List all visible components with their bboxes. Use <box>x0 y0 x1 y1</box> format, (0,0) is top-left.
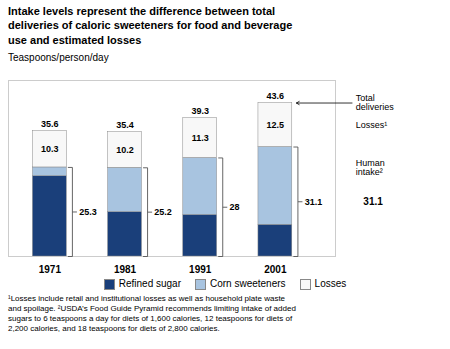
html-text:¹Losses include retail and ins: ¹Losses include retail and institutional… <box>8 293 296 333</box>
svg-text:39.3: 39.3 <box>191 106 209 116</box>
svg-text:25.3: 25.3 <box>79 207 97 217</box>
html-text:Refined sugar: Refined sugar <box>118 278 181 289</box>
svg-text:1971: 1971 <box>39 263 62 274</box>
svg-text:31.1: 31.1 <box>305 197 323 207</box>
svg-text:43.6: 43.6 <box>267 91 285 101</box>
svg-text:31.1: 31.1 <box>363 196 383 207</box>
svg-text:35.4: 35.4 <box>116 120 134 130</box>
html-text:Teaspoons/person/day: Teaspoons/person/day <box>8 51 109 63</box>
svg-text:1981: 1981 <box>114 263 137 274</box>
svg-text:11.3: 11.3 <box>192 133 209 143</box>
svg-text:28: 28 <box>230 202 240 212</box>
svg-text:25.2: 25.2 <box>154 207 172 217</box>
html-text:Intake levels represent the di: Intake levels represent the difference b… <box>8 5 293 46</box>
html-text:Corn sweeteners: Corn sweeteners <box>210 278 286 289</box>
html-text:Losses: Losses <box>314 278 347 289</box>
svg-text:10.3: 10.3 <box>41 144 59 154</box>
svg-text:2001: 2001 <box>264 263 287 274</box>
svg-text:1991: 1991 <box>189 263 212 274</box>
svg-text:Totaldeliveries: Totaldeliveries <box>356 93 395 112</box>
svg-text:Losses¹: Losses¹ <box>356 120 388 130</box>
svg-text:35.6: 35.6 <box>41 119 59 129</box>
svg-text:12.5: 12.5 <box>267 120 285 130</box>
svg-text:10.2: 10.2 <box>116 145 134 155</box>
svg-text:Humanintake²: Humanintake² <box>356 158 385 177</box>
